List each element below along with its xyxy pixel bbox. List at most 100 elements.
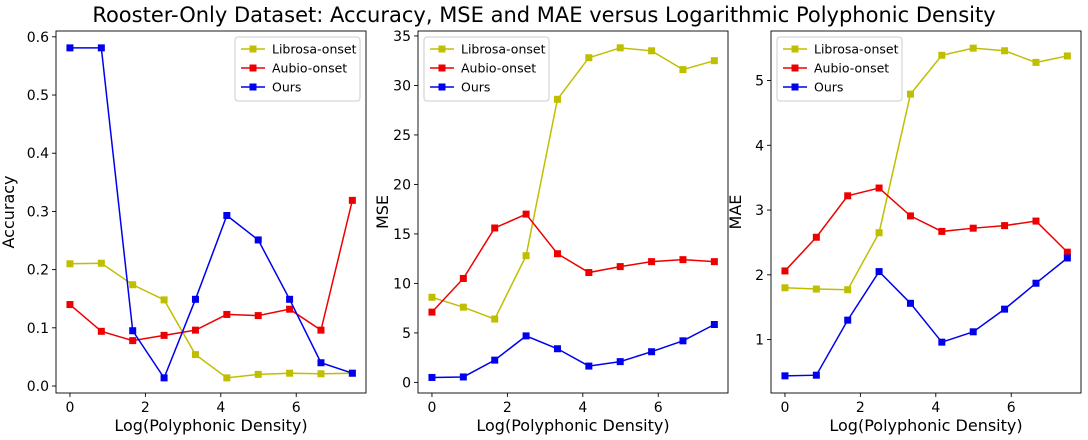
legend-entry: Ours: [430, 80, 490, 95]
chart-panel-1: 0 2 4 6 0.0 0.1 0.2 0.3 0.4 0.5 0.6 Log(Polyphonic …: [0, 30, 367, 435]
data-point: [585, 362, 593, 370]
data-point: [585, 54, 593, 62]
data-point: [679, 256, 687, 264]
y-tick-label: 20: [393, 177, 411, 193]
legend-label: Librosa-onset: [272, 42, 357, 57]
data-point: [1063, 248, 1071, 256]
data-point: [459, 274, 467, 282]
y-tick-label: 4: [755, 138, 764, 154]
series-line: [69, 262, 353, 379]
y-tick-label: 30: [393, 78, 411, 94]
x-tick-label: 2: [503, 400, 512, 416]
data-point: [191, 295, 199, 303]
data-point: [1063, 52, 1071, 60]
legend-label: Librosa-onset: [461, 42, 546, 57]
legend-label: Ours: [272, 80, 301, 95]
data-point: [459, 373, 467, 381]
data-point: [223, 374, 231, 382]
legend: Librosa-onset Aubio-onset Ours: [776, 36, 903, 102]
data-point: [522, 252, 530, 260]
legend-entry: Librosa-onset: [430, 42, 546, 57]
legend-marker: [791, 83, 799, 91]
data-point: [160, 331, 168, 339]
data-point: [428, 293, 436, 301]
series-ours: [428, 321, 718, 381]
data-point: [1001, 47, 1009, 55]
y-tick-label: 0.6: [27, 30, 49, 46]
data-point: [875, 268, 883, 276]
series-line: [431, 213, 715, 313]
data-point: [1032, 58, 1040, 66]
series-librosa-onset: [781, 44, 1071, 294]
legend-label: Ours: [461, 80, 490, 95]
plot-frame: [417, 30, 729, 394]
series-aubio-onset: [428, 210, 718, 316]
data-point: [491, 315, 499, 323]
data-point: [648, 348, 656, 356]
data-point: [348, 369, 356, 377]
data-point: [648, 47, 656, 55]
legend: Librosa-onset Aubio-onset Ours: [423, 36, 550, 102]
y-tick-label: 0.4: [27, 146, 49, 162]
data-point: [616, 358, 624, 366]
data-point: [553, 250, 561, 258]
legend-entry: Aubio-onset: [783, 61, 889, 76]
x-tick-label: 4: [216, 400, 225, 416]
data-point: [648, 258, 656, 266]
series-ours: [66, 44, 356, 382]
data-point: [812, 233, 820, 241]
data-point: [553, 95, 561, 103]
data-point: [129, 281, 137, 289]
plot-frame: [770, 30, 1082, 394]
series-aubio-onset: [66, 196, 356, 345]
data-point: [491, 224, 499, 232]
data-point: [781, 284, 789, 292]
data-point: [844, 192, 852, 200]
y-tick-label: 1: [755, 333, 764, 349]
data-point: [1001, 305, 1009, 313]
series-line: [784, 257, 1068, 377]
series-librosa-onset: [428, 44, 718, 323]
series-line: [784, 187, 1068, 272]
data-point: [317, 370, 325, 378]
data-point: [1001, 222, 1009, 230]
legend-marker: [791, 45, 799, 53]
x-tick-label: 6: [1007, 400, 1016, 416]
data-point: [710, 258, 718, 266]
data-point: [97, 327, 105, 335]
data-point: [812, 371, 820, 379]
data-point: [129, 327, 137, 335]
x-tick-label: 6: [654, 400, 663, 416]
data-point: [1063, 254, 1071, 262]
legend-label: Ours: [814, 80, 843, 95]
data-point: [522, 332, 530, 340]
legend-marker: [791, 64, 799, 72]
x-axis-label: Log(Polyphonic Density): [114, 416, 307, 435]
data-point: [906, 299, 914, 307]
data-point: [66, 260, 74, 268]
x-tick-label: 4: [578, 400, 587, 416]
legend: Librosa-onset Aubio-onset Ours: [234, 36, 361, 102]
data-point: [160, 374, 168, 382]
y-tick-label: 0.5: [27, 88, 49, 104]
y-tick-label: 25: [393, 128, 411, 144]
data-point: [223, 211, 231, 219]
y-axis-label: MAE: [726, 195, 745, 230]
data-point: [348, 196, 356, 204]
data-point: [875, 184, 883, 192]
chart-panel-3: 0 2 4 6 1 2 3 4 5 Log(Polyphonic Density) MAE Libro…: [726, 30, 1082, 435]
data-point: [428, 308, 436, 316]
y-tick-label: 5: [402, 326, 411, 342]
series-line: [69, 200, 354, 342]
legend-entry: Ours: [783, 80, 843, 95]
legend-box: [423, 36, 550, 102]
data-point: [781, 267, 789, 275]
data-point: [553, 345, 561, 353]
x-tick-label: 6: [292, 400, 301, 416]
data-point: [1032, 279, 1040, 287]
data-point: [286, 295, 294, 303]
x-tick-label: 2: [856, 400, 865, 416]
y-tick-label: 0: [402, 375, 411, 391]
data-point: [938, 227, 946, 235]
